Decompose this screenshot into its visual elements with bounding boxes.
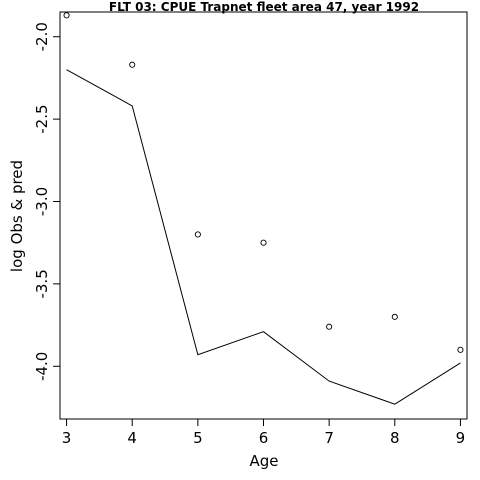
x-tick-label: 4 xyxy=(127,429,137,447)
y-axis: -2.0 -2.5 -3.0 -3.5 -4.0 xyxy=(33,22,60,381)
x-tick-label: 8 xyxy=(390,429,400,447)
observed-point xyxy=(391,313,398,320)
x-tick-label: 6 xyxy=(259,429,269,447)
x-tick-label: 5 xyxy=(193,429,203,447)
observed-point xyxy=(326,323,333,330)
y-axis-label: log Obs & pred xyxy=(8,160,26,272)
observed-point xyxy=(457,346,464,353)
predicted-series xyxy=(66,69,461,405)
y-tick-label: -4.0 xyxy=(33,352,51,381)
x-axis-label: Age xyxy=(249,452,278,470)
observed-point xyxy=(260,239,267,246)
observed-point xyxy=(194,231,201,238)
x-tick-label: 9 xyxy=(456,429,466,447)
observed-point xyxy=(63,12,70,19)
x-tick-label: 7 xyxy=(324,429,334,447)
observed-series xyxy=(63,12,464,353)
y-tick-label: -2.0 xyxy=(33,22,51,51)
x-axis: 3 4 5 6 7 8 9 xyxy=(62,419,465,447)
predicted-line xyxy=(66,69,461,405)
x-tick-label: 3 xyxy=(62,429,72,447)
y-tick-label: -3.0 xyxy=(33,187,51,216)
y-tick-label: -2.5 xyxy=(33,104,51,133)
y-tick-label: -3.5 xyxy=(33,269,51,298)
chart-title: FLT 03: CPUE Trapnet fleet area 47, year… xyxy=(109,0,419,14)
observed-point xyxy=(129,61,136,68)
plot-frame xyxy=(59,11,468,420)
